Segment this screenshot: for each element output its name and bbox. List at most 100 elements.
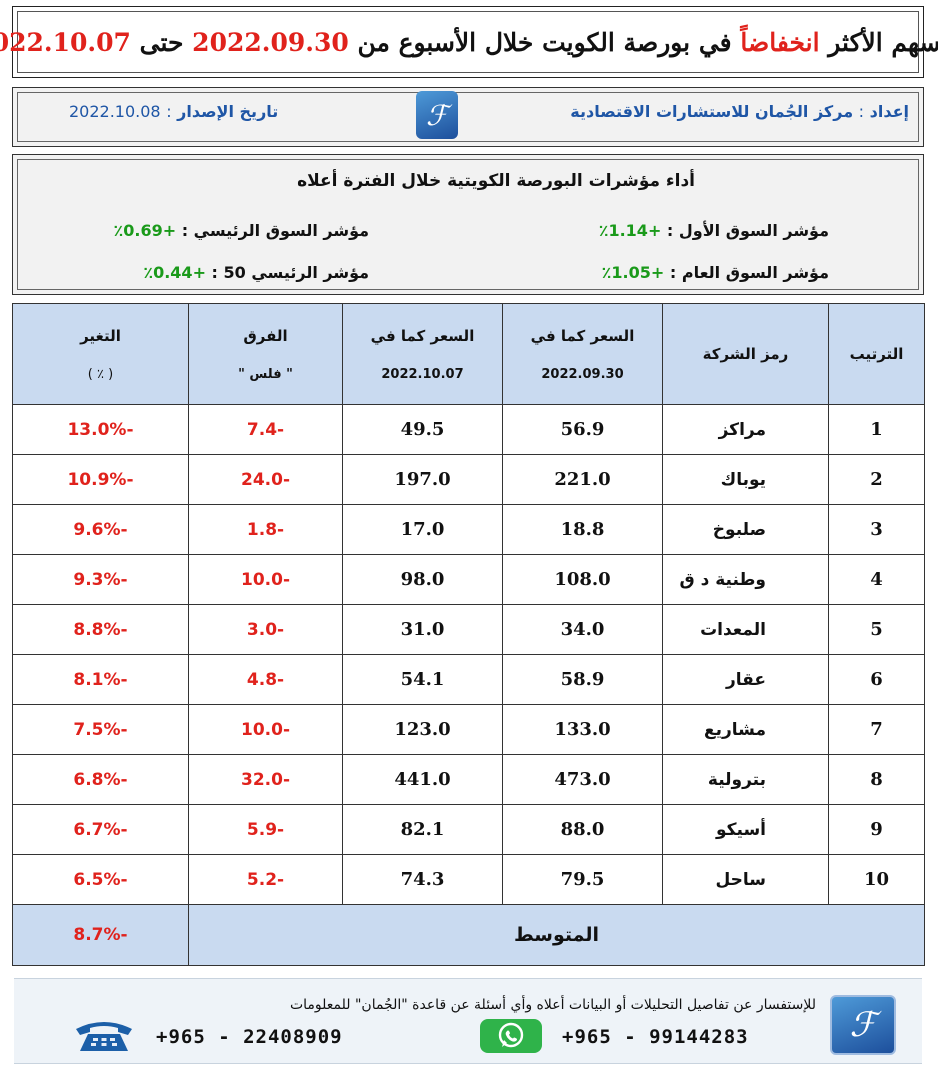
diff-cell: -4.8 (188, 654, 343, 705)
header-price-curr-date: 2022.10.07 (381, 366, 464, 382)
company-cell: عقار (662, 654, 829, 705)
price-prev-cell: 473.0 (502, 754, 663, 805)
prepared-by: إعداد : مركز الجُمان للاستشارات الاقتصاد… (570, 102, 909, 121)
jumaan-logo-icon: ℱ (830, 995, 896, 1055)
whatsapp-number[interactable]: +965 - 99144283 (562, 1026, 749, 1048)
diff-cell: -24.0 (188, 454, 343, 505)
title-banner: الأسهم الأكثر انخفاضاً في بورصة الكويت خ… (0, 6, 938, 78)
table-row: 2 يوباك 221.0 197.0 -24.0 -10.9% (12, 454, 925, 505)
prepared-by-label: إعداد (869, 102, 909, 121)
company-cell: يوباك (662, 454, 829, 505)
diff-cell: -5.2 (188, 854, 343, 905)
average-row: المتوسط -8.7% (12, 904, 925, 966)
price-prev-cell: 221.0 (502, 454, 663, 505)
price-curr-cell: 197.0 (342, 454, 503, 505)
title-date-from: 2022.09.30 (192, 27, 349, 57)
telephone-number[interactable]: +965 - 22408909 (156, 1026, 343, 1048)
change-cell: -6.8% (12, 754, 189, 805)
main50-value: +0.44٪ (143, 263, 206, 282)
header-price-curr: السعر كما في 2022.10.07 (342, 303, 503, 405)
all-share-index: مؤشر السوق العام : +1.05٪ (601, 263, 829, 282)
table-row: 5 المعدات 34.0 31.0 -3.0 -8.8% (12, 604, 925, 655)
main-market-value: +0.69٪ (113, 221, 177, 240)
title-date-to: 2022.10.07 (0, 27, 131, 57)
table-row: 10 ساحل 79.5 74.3 -5.2 -6.5% (12, 854, 925, 905)
issue-date-value: 2022.10.08 (69, 102, 161, 121)
rank-cell: 9 (828, 804, 925, 855)
title-part1: الأسهم الأكثر (828, 27, 938, 57)
company-cell: وطنية د ق (662, 554, 829, 605)
price-curr-cell: 49.5 (342, 404, 503, 455)
main50-index: مؤشر الرئيسي 50 : +0.44٪ (143, 263, 369, 282)
price-prev-cell: 56.9 (502, 404, 663, 455)
change-cell: -9.6% (12, 504, 189, 555)
diff-cell: -10.0 (188, 704, 343, 755)
company-cell: مراكز (662, 404, 829, 455)
price-curr-cell: 54.1 (342, 654, 503, 705)
issue-date: تاريخ الإصدار : 2022.10.08 (69, 102, 279, 121)
table-row: 9 أسيكو 88.0 82.1 -5.9 -6.7% (12, 804, 925, 855)
change-cell: -9.3% (12, 554, 189, 605)
table-row: 6 عقار 58.9 54.1 -4.8 -8.1% (12, 654, 925, 705)
header-change-label: التغير (80, 326, 121, 345)
header-symbol: رمز الشركة (662, 303, 829, 405)
index-performance-title: أداء مؤشرات البورصة الكويتية خلال الفترة… (297, 171, 695, 191)
losers-table: الترتيب رمز الشركة السعر كما في 2022.09.… (12, 303, 925, 966)
header-diff: الفرق " فلس " (188, 303, 343, 405)
first-market-index: مؤشر السوق الأول : +1.14٪ (598, 221, 829, 240)
price-prev-cell: 108.0 (502, 554, 663, 605)
footer-inquiry-text: للإستفسار عن تفاصيل التحليلات أو البيانا… (289, 997, 816, 1013)
company-cell: مشاريع (662, 704, 829, 755)
table-row: 8 بترولية 473.0 441.0 -32.0 -6.8% (12, 754, 925, 805)
company-cell: أسيكو (662, 804, 829, 855)
change-cell: -8.1% (12, 654, 189, 705)
table-header-row: الترتيب رمز الشركة السعر كما في 2022.09.… (12, 303, 925, 405)
company-cell: صلبوخ (662, 504, 829, 555)
rank-cell: 10 (828, 854, 925, 905)
issue-date-label: تاريخ الإصدار (177, 102, 279, 121)
whatsapp-glyph (498, 1022, 524, 1048)
header-price-prev-label: السعر كما في (530, 326, 635, 345)
jumaan-logo-icon: ℱ (416, 91, 458, 139)
diff-cell: -3.0 (188, 604, 343, 655)
company-cell: ساحل (662, 854, 829, 905)
rank-cell: 3 (828, 504, 925, 555)
change-cell: -6.7% (12, 804, 189, 855)
price-prev-cell: 79.5 (502, 854, 663, 905)
main50-label: مؤشر الرئيسي 50 (223, 263, 369, 282)
header-diff-unit: " فلس " (238, 366, 293, 382)
main-market-index: مؤشر السوق الرئيسي : +0.69٪ (113, 221, 369, 240)
diff-cell: -1.8 (188, 504, 343, 555)
table-row: 4 وطنية د ق 108.0 98.0 -10.0 -9.3% (12, 554, 925, 605)
rank-cell: 4 (828, 554, 925, 605)
price-prev-cell: 133.0 (502, 704, 663, 755)
price-curr-cell: 98.0 (342, 554, 503, 605)
all-share-label: مؤشر السوق العام (681, 263, 829, 282)
price-prev-cell: 58.9 (502, 654, 663, 705)
index-performance-panel: أداء مؤشرات البورصة الكويتية خلال الفترة… (12, 154, 924, 295)
change-cell: -10.9% (12, 454, 189, 505)
first-market-label: مؤشر السوق الأول (678, 221, 829, 240)
rank-cell: 5 (828, 604, 925, 655)
change-cell: -13.0% (12, 404, 189, 455)
rank-cell: 7 (828, 704, 925, 755)
price-prev-cell: 88.0 (502, 804, 663, 855)
price-curr-cell: 74.3 (342, 854, 503, 905)
telephone-glyph (76, 1022, 132, 1051)
header-price-prev: السعر كما في 2022.09.30 (502, 303, 663, 405)
change-cell: -8.8% (12, 604, 189, 655)
whatsapp-icon[interactable] (480, 1019, 542, 1053)
prepared-by-frame (17, 92, 919, 142)
price-curr-cell: 82.1 (342, 804, 503, 855)
prepared-by-bar: إعداد : مركز الجُمان للاستشارات الاقتصاد… (12, 87, 924, 147)
header-rank: الترتيب (828, 303, 925, 405)
header-change-unit: ( ٪ ) (87, 366, 114, 382)
table-row: 7 مشاريع 133.0 123.0 -10.0 -7.5% (12, 704, 925, 755)
average-change: -8.7% (12, 904, 189, 966)
telephone-icon[interactable] (72, 1019, 136, 1053)
header-price-prev-date: 2022.09.30 (541, 366, 624, 382)
table-row: 3 صلبوخ 18.8 17.0 -1.8 -9.6% (12, 504, 925, 555)
header-price-curr-label: السعر كما في (370, 326, 475, 345)
organization-name: مركز الجُمان للاستشارات الاقتصادية (570, 102, 854, 121)
change-cell: -6.5% (12, 854, 189, 905)
